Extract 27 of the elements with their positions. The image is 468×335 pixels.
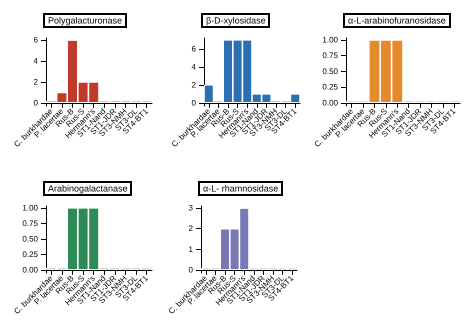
y-tick-label: 0.75 bbox=[322, 51, 339, 60]
y-tick-label: 4 bbox=[192, 62, 197, 72]
y-tick-label: 0.50 bbox=[322, 66, 339, 76]
y-tick-label: 0.75 bbox=[22, 218, 39, 228]
y-tick-label: 0 bbox=[188, 265, 194, 274]
y-tick-label: 0.00 bbox=[322, 98, 339, 108]
y-tick-label: 1 bbox=[188, 244, 194, 254]
y-tick-label: 1.00 bbox=[322, 35, 339, 44]
y-tick-label: 0.25 bbox=[22, 250, 39, 259]
chart-title: α-L- rhamnosidase bbox=[203, 184, 278, 194]
y-tick-label: 0.25 bbox=[322, 82, 339, 92]
chart-title: Polygalacturonase bbox=[48, 16, 122, 26]
y-tick-label: 6 bbox=[192, 44, 197, 54]
chart-title: α-L-arabinofuranosidase bbox=[348, 16, 446, 26]
y-tick-label: 0.50 bbox=[22, 234, 39, 244]
y-tick-label: 2 bbox=[192, 80, 197, 90]
chart-title: Arabinogalactanase bbox=[48, 184, 128, 194]
y-tick-label: 4 bbox=[34, 56, 39, 66]
y-tick-label: 3 bbox=[188, 204, 194, 213]
y-tick-label: 1.00 bbox=[22, 203, 39, 212]
y-tick-label: 0 bbox=[34, 98, 39, 108]
y-tick-label: 0.00 bbox=[22, 265, 39, 274]
chart-title: β-D-xylosidase bbox=[206, 16, 266, 26]
y-tick-label: 2 bbox=[188, 224, 194, 234]
y-tick-label: 2 bbox=[34, 77, 39, 86]
y-tick-label: 0 bbox=[192, 98, 197, 108]
y-tick-label: 6 bbox=[34, 36, 39, 45]
